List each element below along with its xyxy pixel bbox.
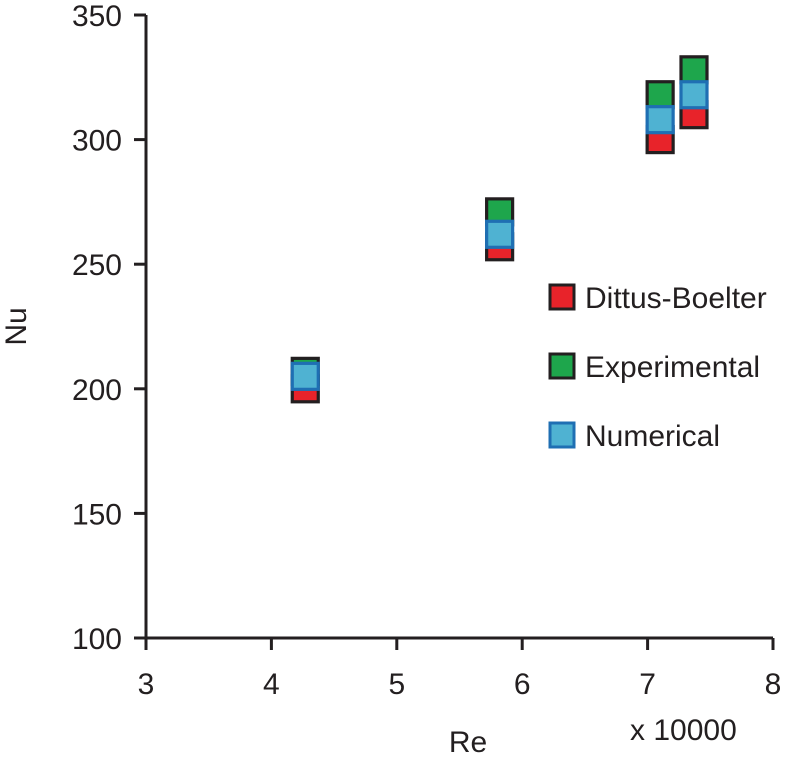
data-point-numerical bbox=[679, 80, 709, 110]
legend-swatch-experimental bbox=[548, 352, 576, 380]
x-ticks: 3 4 5 6 7 8 bbox=[138, 638, 782, 701]
legend-swatch-numerical bbox=[548, 421, 576, 449]
y-tick-label: 250 bbox=[72, 249, 122, 282]
y-ticks: 100 150 200 250 300 350 bbox=[72, 0, 146, 656]
data-points bbox=[290, 55, 709, 404]
y-tick-label: 100 bbox=[72, 623, 122, 656]
x-tick-label: 8 bbox=[765, 668, 782, 701]
data-point-numerical bbox=[290, 361, 320, 391]
y-tick-label: 200 bbox=[72, 374, 122, 407]
y-axis-title: Nu bbox=[0, 307, 33, 345]
y-tick-label: 150 bbox=[72, 498, 122, 531]
y-tick-label: 350 bbox=[72, 0, 122, 33]
x-tick-label: 7 bbox=[639, 668, 656, 701]
legend-swatch-dittus-boelter bbox=[548, 283, 576, 311]
data-point-numerical bbox=[485, 219, 515, 249]
data-point-experimental bbox=[645, 80, 675, 110]
legend: Dittus-Boelter Experimental Numerical bbox=[548, 282, 767, 453]
data-point-experimental bbox=[679, 55, 709, 85]
legend-label-experimental: Experimental bbox=[585, 351, 760, 384]
axes bbox=[144, 15, 773, 640]
x-tick-label: 6 bbox=[514, 668, 531, 701]
legend-label-numerical: Numerical bbox=[585, 420, 720, 453]
legend-label-dittus-boelter: Dittus-Boelter bbox=[585, 282, 767, 315]
data-point-numerical bbox=[645, 105, 675, 135]
x-axis-title: Re bbox=[449, 726, 487, 758]
x-tick-label: 3 bbox=[138, 668, 155, 701]
y-tick-label: 300 bbox=[72, 125, 122, 158]
x-axis-multiplier: x 10000 bbox=[630, 714, 737, 747]
x-tick-label: 5 bbox=[388, 668, 405, 701]
x-tick-label: 4 bbox=[263, 668, 280, 701]
